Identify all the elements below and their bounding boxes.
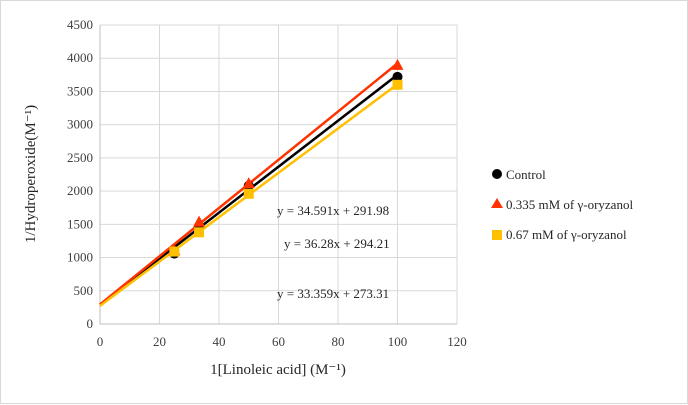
x-tick-label-40: 40 <box>213 334 226 349</box>
gridlines <box>100 24 458 324</box>
y-tick-label-2500: 2500 <box>67 150 93 165</box>
point-control-3 <box>392 71 403 82</box>
data-points <box>168 58 404 259</box>
y-tick-label-4000: 4000 <box>67 50 93 65</box>
point-0-335-mm-of-oryzanol-2 <box>242 177 255 189</box>
legend-label-0335: 0.335 mM of γ-oryzanol <box>506 197 633 212</box>
y-tick-label-0: 0 <box>87 316 94 331</box>
axes <box>99 25 457 325</box>
legend-marker-0335 <box>491 198 503 208</box>
legend-marker-control <box>492 169 502 179</box>
equation-control: y = 34.591x + 291.98 <box>277 203 389 218</box>
x-tick-label-100: 100 <box>388 334 408 349</box>
y-tick-label-2000: 2000 <box>67 183 93 198</box>
y-tick-label-500: 500 <box>74 283 94 298</box>
point-0-67-mm-of-oryzanol-3 <box>392 79 403 90</box>
point-0-335-mm-of-oryzanol-1 <box>193 215 206 227</box>
x-tick-label-60: 60 <box>272 334 285 349</box>
x-tick-label-120: 120 <box>447 334 467 349</box>
legend-label-control: Control <box>506 167 546 182</box>
legend: Control 0.335 mM of γ-oryzanol 0.67 mM o… <box>491 167 633 242</box>
point-0-67-mm-of-oryzanol-0 <box>169 246 180 257</box>
legend-marker-067 <box>492 230 502 240</box>
point-0-67-mm-of-oryzanol-1 <box>194 227 205 238</box>
x-tick-label-80: 80 <box>332 334 345 349</box>
point-0-335-mm-of-oryzanol-3 <box>391 58 404 70</box>
x-tick-label-0: 0 <box>97 334 104 349</box>
x-axis-title: 1[Linoleic acid] (M⁻¹) <box>210 362 346 378</box>
y-axis-title: 1/Hydroperoxide(M⁻¹) <box>23 105 39 243</box>
equation-067: y = 33.359x + 273.31 <box>277 286 389 301</box>
y-tick-label-3500: 3500 <box>67 83 93 98</box>
point-0-67-mm-of-oryzanol-2 <box>243 188 254 199</box>
y-tick-label-1000: 1000 <box>67 250 93 265</box>
tick-labels: 0 500 1000 1500 2000 2500 3000 3500 4000 4500 0 20 4… <box>67 17 467 349</box>
y-tick-label-1500: 1500 <box>67 216 93 231</box>
equation-0335: y = 36.28x + 294.21 <box>284 236 390 251</box>
legend-label-067: 0.67 mM of γ-oryzanol <box>506 227 627 242</box>
x-tick-label-20: 20 <box>153 334 166 349</box>
y-tick-label-4500: 4500 <box>67 17 93 32</box>
y-tick-label-3000: 3000 <box>67 117 93 132</box>
